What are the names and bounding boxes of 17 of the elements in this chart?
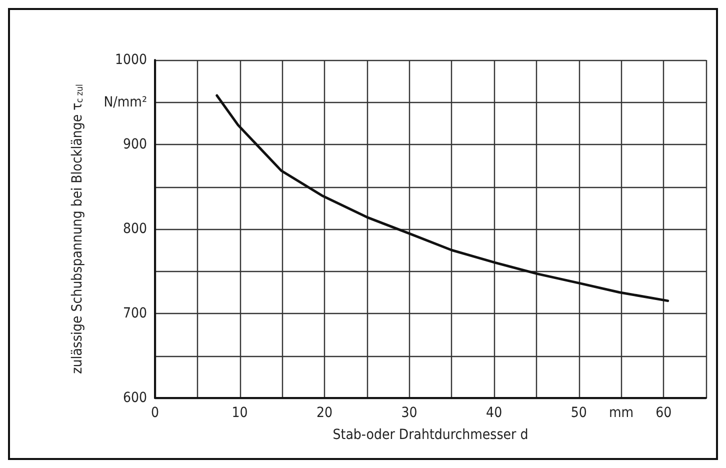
- x-tick-label: 30: [401, 405, 418, 421]
- x-tick-label: 0: [150, 405, 160, 421]
- line-series: [216, 94, 670, 302]
- y-tick-label: 800: [122, 221, 147, 237]
- x-tick-label: 20: [316, 405, 333, 421]
- x-tick-label: mm: [608, 405, 634, 421]
- x-tick-label: 40: [486, 405, 502, 421]
- y-tick-label: N/mm²: [104, 94, 147, 110]
- y-tick-label: 700: [122, 306, 147, 322]
- x-tick-label: 10: [232, 405, 248, 421]
- y-tick-label: 600: [122, 390, 147, 406]
- y-tick-label: 900: [122, 136, 147, 152]
- y-tick-label: 1000: [114, 52, 147, 68]
- x-tick-label: 50: [570, 405, 587, 421]
- x-axis-title: Stab-oder Drahtdurchmesser d: [332, 427, 528, 443]
- y-axis-title: zulässige Schubspannung bei Blocklänge τc zul: [70, 84, 86, 374]
- x-tick-label: 60: [656, 405, 672, 421]
